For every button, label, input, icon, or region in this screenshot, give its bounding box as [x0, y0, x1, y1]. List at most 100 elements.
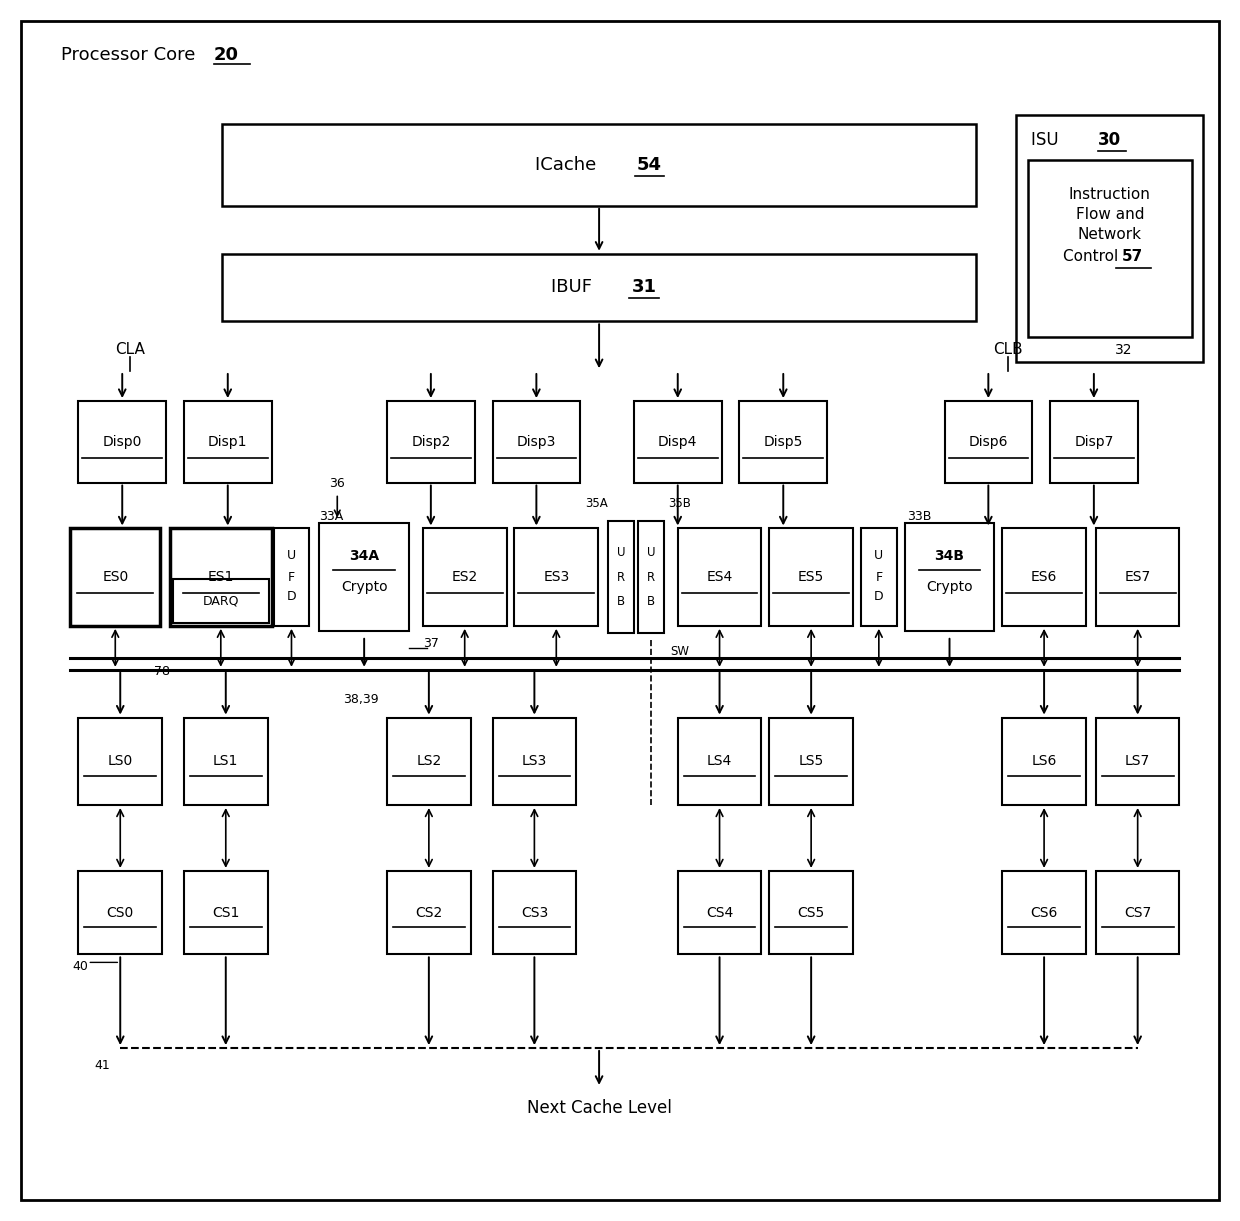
Text: Crypto: Crypto — [926, 580, 973, 593]
Text: F: F — [875, 570, 883, 584]
Bar — [1002, 529, 1086, 626]
Bar — [492, 871, 577, 955]
Text: Crypto: Crypto — [341, 580, 387, 593]
Text: ES5: ES5 — [799, 570, 825, 584]
Text: Disp1: Disp1 — [208, 435, 248, 449]
Bar — [492, 718, 577, 805]
Bar — [1050, 400, 1137, 482]
Bar — [1017, 115, 1203, 363]
Text: Flow and: Flow and — [1075, 208, 1145, 222]
Text: Disp5: Disp5 — [764, 435, 804, 449]
Text: 35A: 35A — [585, 497, 608, 510]
Text: U: U — [646, 546, 655, 559]
Text: Next Cache Level: Next Cache Level — [527, 1099, 672, 1117]
Bar — [423, 529, 506, 626]
Text: 34A: 34A — [350, 548, 379, 563]
Text: CS2: CS2 — [415, 906, 443, 919]
Bar — [1096, 529, 1179, 626]
Text: ES1: ES1 — [207, 570, 234, 584]
Bar — [387, 871, 471, 955]
Text: ES6: ES6 — [1030, 570, 1058, 584]
Text: F: F — [288, 570, 295, 584]
Bar — [1002, 718, 1086, 805]
Text: DARQ: DARQ — [202, 595, 239, 608]
Text: 41: 41 — [94, 1060, 110, 1072]
Text: CS0: CS0 — [107, 906, 134, 919]
Bar — [184, 718, 268, 805]
Text: Disp3: Disp3 — [517, 435, 556, 449]
FancyBboxPatch shape — [61, 385, 614, 1106]
Text: 33A: 33A — [320, 510, 343, 523]
Bar — [769, 529, 853, 626]
Text: CS3: CS3 — [521, 906, 548, 919]
Bar — [274, 529, 310, 626]
Bar — [1028, 160, 1193, 337]
Text: U: U — [616, 546, 625, 559]
Text: LS4: LS4 — [707, 755, 732, 768]
Text: LS3: LS3 — [522, 755, 547, 768]
Text: LS0: LS0 — [108, 755, 133, 768]
Bar — [678, 871, 761, 955]
Text: ES3: ES3 — [543, 570, 569, 584]
Bar — [174, 579, 269, 623]
Text: Processor Core: Processor Core — [61, 45, 201, 63]
Text: 78: 78 — [154, 665, 170, 678]
Bar — [184, 400, 272, 482]
Bar — [739, 400, 827, 482]
Text: SW: SW — [670, 646, 688, 658]
Bar — [905, 524, 994, 631]
Text: CS5: CS5 — [797, 906, 825, 919]
Text: 33B: 33B — [906, 510, 931, 523]
Text: CLA: CLA — [115, 342, 145, 358]
Text: LS1: LS1 — [213, 755, 238, 768]
Text: 31: 31 — [631, 278, 656, 297]
Text: 35B: 35B — [668, 497, 691, 510]
Text: ICache: ICache — [534, 156, 608, 175]
Text: 20: 20 — [213, 45, 239, 63]
Bar — [492, 400, 580, 482]
Text: Instruction: Instruction — [1069, 187, 1151, 203]
Text: R: R — [647, 570, 655, 584]
Bar — [678, 718, 761, 805]
Bar — [678, 529, 761, 626]
Text: 57: 57 — [1122, 249, 1143, 264]
Text: Disp2: Disp2 — [412, 435, 450, 449]
Text: Network: Network — [1078, 227, 1142, 242]
Text: B: B — [647, 595, 655, 608]
Bar — [78, 400, 166, 482]
Bar — [222, 125, 976, 206]
Bar — [634, 400, 722, 482]
Text: 54: 54 — [636, 156, 661, 175]
Bar — [184, 871, 268, 955]
Text: B: B — [618, 595, 625, 608]
Text: 37: 37 — [423, 637, 439, 651]
Text: Control: Control — [1063, 249, 1123, 264]
Bar — [387, 718, 471, 805]
Text: U: U — [874, 549, 883, 562]
Text: 34B: 34B — [935, 548, 965, 563]
Text: CS1: CS1 — [212, 906, 239, 919]
Bar — [1096, 718, 1179, 805]
Bar — [170, 529, 272, 626]
Text: LS7: LS7 — [1125, 755, 1151, 768]
Bar — [515, 529, 598, 626]
Text: Disp4: Disp4 — [658, 435, 697, 449]
Bar — [637, 521, 663, 632]
Text: LS6: LS6 — [1032, 755, 1056, 768]
Bar — [222, 254, 976, 321]
Bar — [1096, 871, 1179, 955]
Bar — [769, 871, 853, 955]
Text: CS7: CS7 — [1123, 906, 1151, 919]
Text: 30: 30 — [1097, 131, 1121, 149]
Text: CS4: CS4 — [706, 906, 733, 919]
Text: Disp0: Disp0 — [103, 435, 141, 449]
Text: ES2: ES2 — [451, 570, 477, 584]
FancyBboxPatch shape — [626, 385, 1178, 1106]
Bar — [71, 529, 160, 626]
Bar — [387, 400, 475, 482]
Text: R: R — [618, 570, 625, 584]
Text: IBUF: IBUF — [551, 278, 604, 297]
Text: LS2: LS2 — [417, 755, 441, 768]
Bar — [945, 400, 1032, 482]
Text: 40: 40 — [72, 960, 88, 973]
